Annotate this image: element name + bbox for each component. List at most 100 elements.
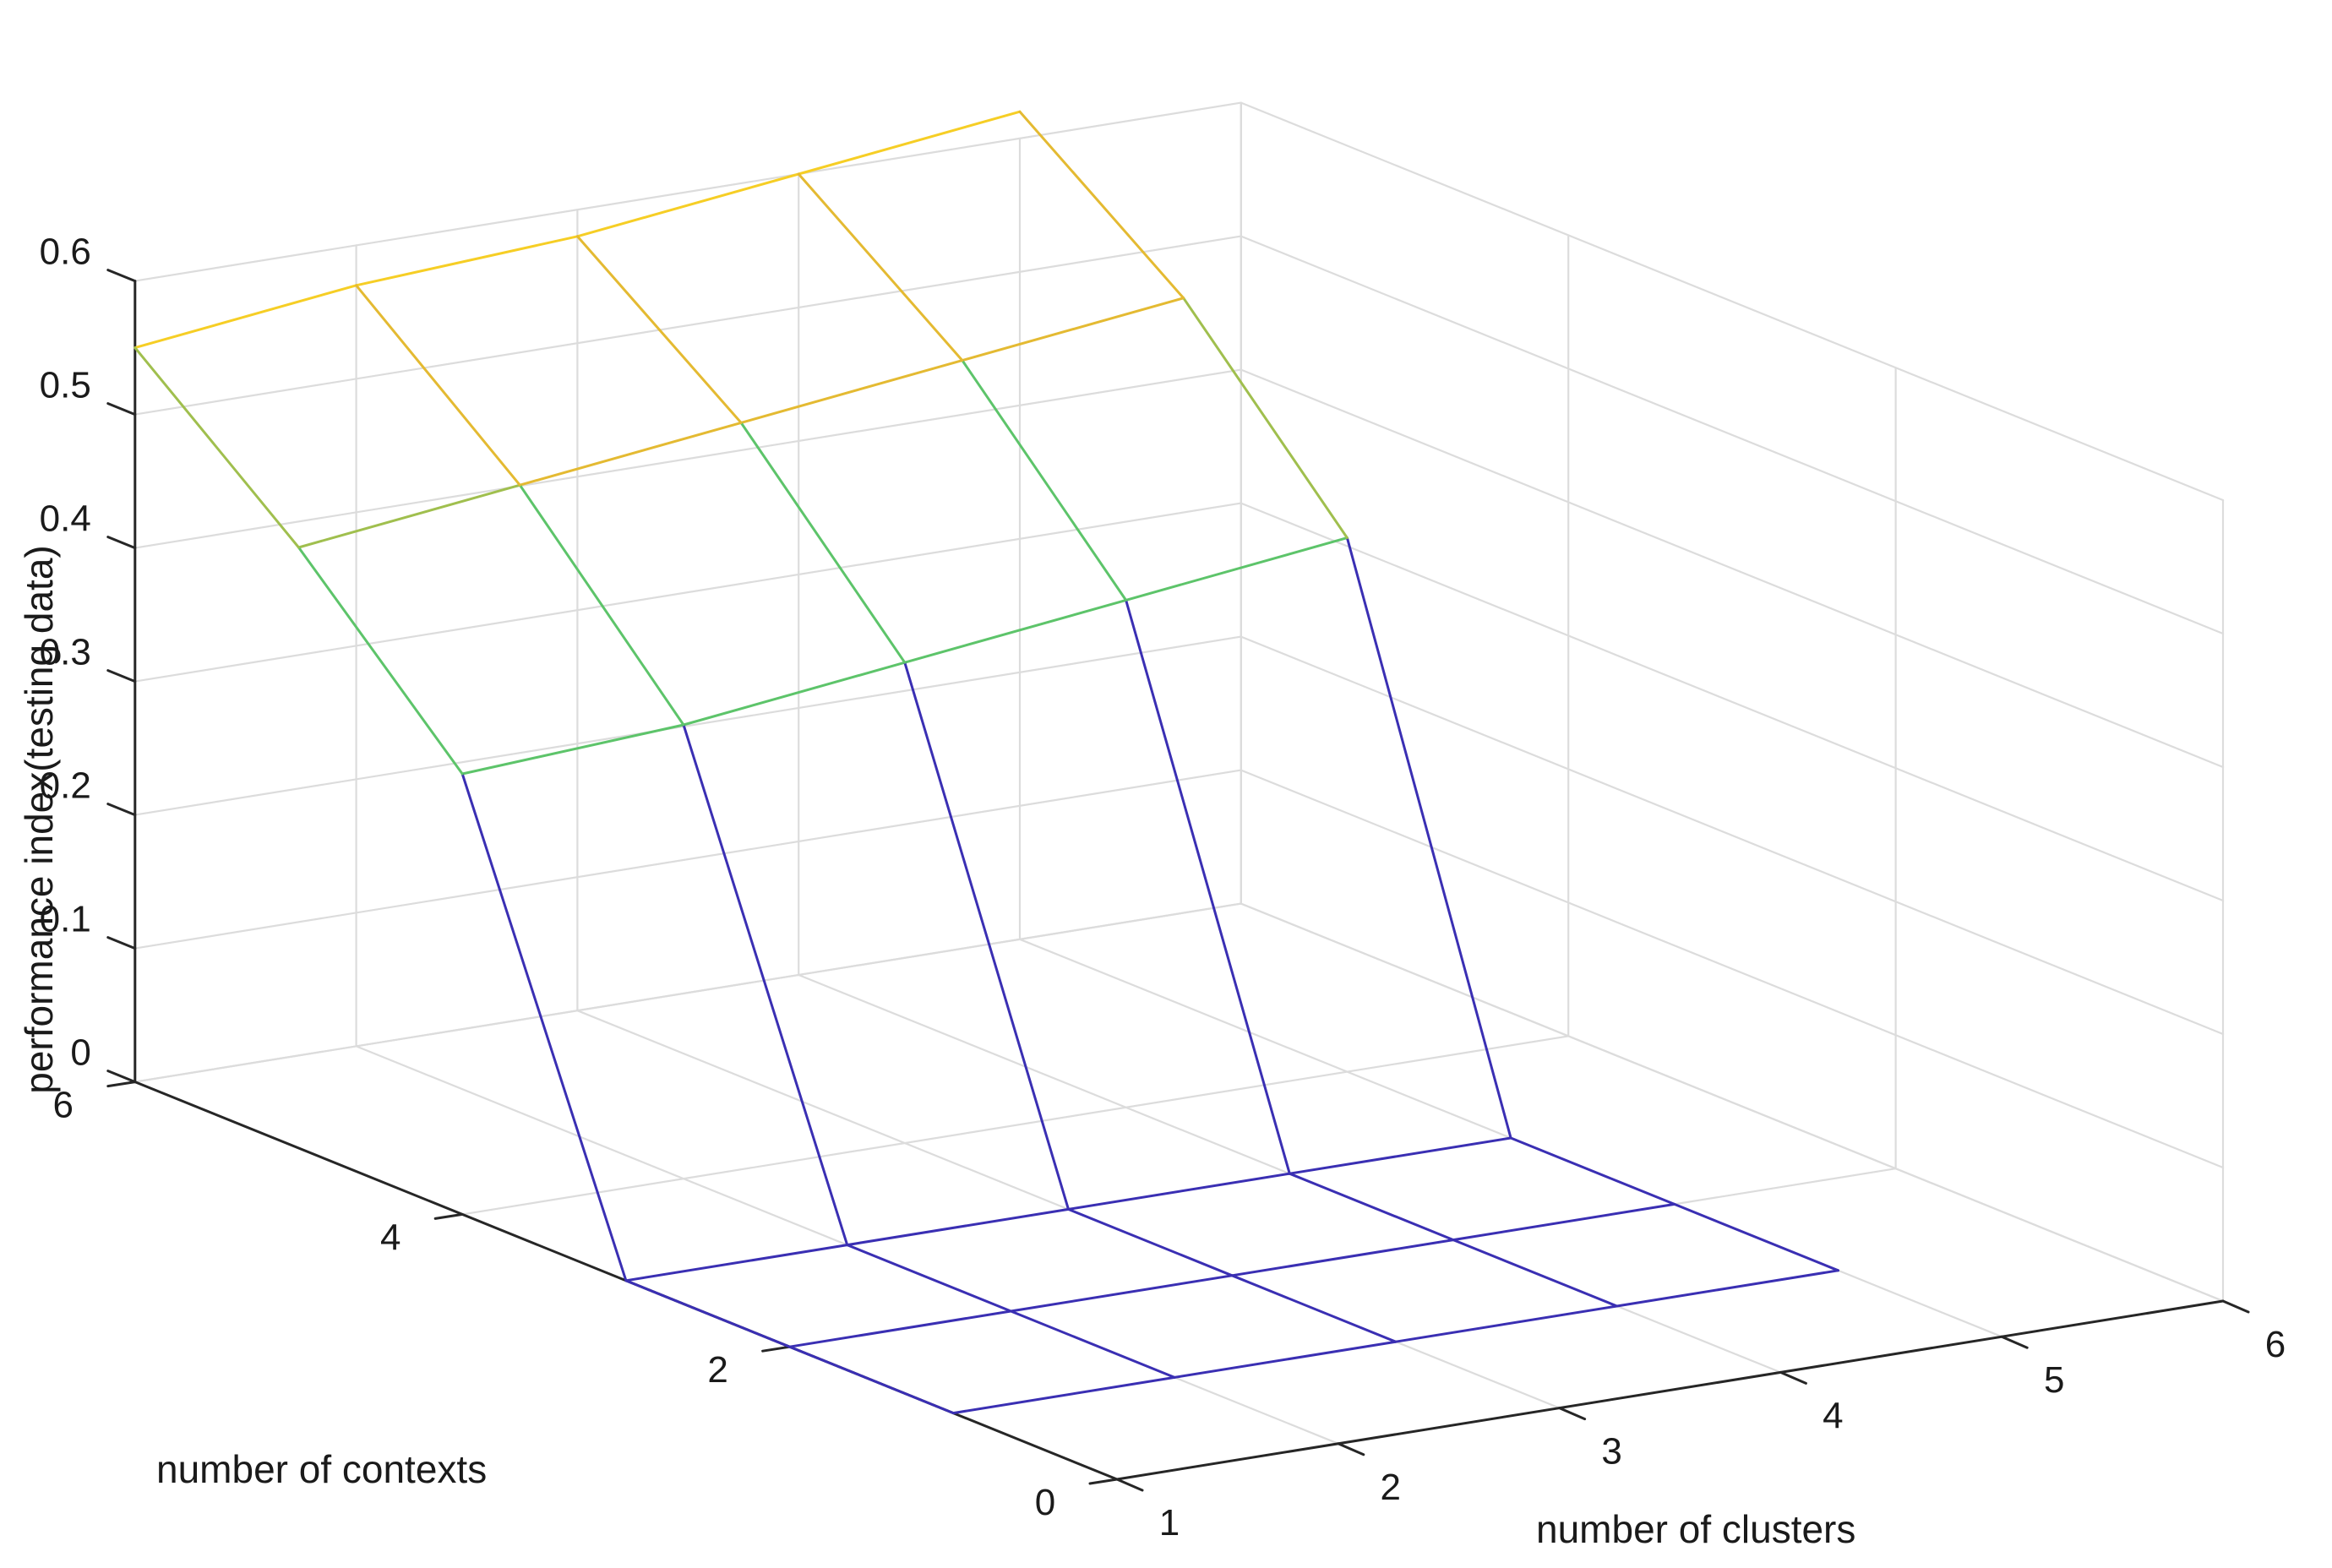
grid-line [1240, 101, 2225, 502]
z-tick-label: 0.6 [40, 231, 91, 273]
grid-lines [133, 101, 2225, 1481]
surface-edge [1230, 1274, 1398, 1343]
surface-edge [460, 772, 628, 1282]
z-tick-label: 0.4 [40, 498, 91, 540]
surface-edge [355, 284, 521, 487]
z-tick-label: 0.3 [40, 632, 91, 673]
surface-edge [133, 284, 358, 350]
surface-edge [1509, 1136, 1676, 1206]
surface-edge [624, 1279, 792, 1348]
grid-line [133, 902, 1242, 1083]
x-tick-label: 2 [1381, 1467, 1401, 1508]
y-axis-title: number of contexts [156, 1447, 487, 1491]
grid-line [133, 101, 1242, 282]
surface-edge [1018, 110, 1185, 300]
z-tick [106, 402, 137, 416]
surface-edge [682, 661, 907, 727]
z-tick [106, 803, 137, 817]
surface-edge [1125, 598, 1291, 1175]
z-tick [106, 536, 137, 550]
surface-edge [682, 723, 849, 1247]
x-tick-label: 1 [1159, 1502, 1180, 1544]
surface-edge [797, 110, 1022, 176]
surface-edge [518, 483, 685, 727]
surface-edge [1230, 1239, 1455, 1277]
surface-edge [903, 661, 1070, 1211]
z-tick [106, 669, 137, 683]
grid-line [461, 1035, 1570, 1216]
x-tick-label: 5 [2044, 1359, 2064, 1401]
y-tick [761, 1345, 792, 1353]
surface-edge [518, 421, 743, 487]
surface-edge [1288, 1136, 1512, 1175]
surface-edge [1067, 1207, 1234, 1277]
surface-edge [624, 1244, 849, 1282]
grid-line [1240, 902, 2225, 1303]
z-tick [106, 1070, 137, 1084]
grid-line [133, 502, 1242, 683]
x-tick [2221, 1299, 2250, 1314]
surface-edge [575, 172, 800, 238]
surface-edge [788, 1309, 1012, 1348]
surface-edge [797, 172, 964, 362]
x-axis-title: number of clusters [1536, 1507, 1855, 1551]
grid-line [1240, 235, 2225, 635]
z-tick-label: 0.5 [40, 365, 91, 406]
y-tick-label: 6 [53, 1085, 74, 1126]
surface-edge [903, 598, 1128, 664]
surface-edge [1452, 1239, 1619, 1308]
surface-edge [846, 1244, 1012, 1313]
surface-edge [1009, 1274, 1234, 1313]
grid-line [133, 769, 1242, 950]
surface-edge [961, 297, 1185, 362]
y-tick [433, 1212, 464, 1220]
surface-edge [1009, 1309, 1176, 1379]
surface-edge [961, 359, 1128, 602]
x-tick [1558, 1407, 1587, 1421]
surface-edge [297, 546, 464, 776]
grid-line [133, 635, 1242, 816]
surface-edge [1616, 1269, 1839, 1308]
surface-edge [846, 1207, 1070, 1247]
surface-edge [739, 421, 907, 664]
x-tick [1337, 1442, 1365, 1456]
tick-labels: 1 2 3 4 5 6 0 2 4 6 0 0.1 0.2 0.3 0.4 0.5 0.6 [40, 231, 2286, 1544]
y-tick [1088, 1478, 1119, 1485]
axes [106, 269, 2250, 1492]
x-tick [1779, 1370, 1807, 1385]
surface-edge [1394, 1304, 1619, 1343]
z-tick-label: 0.1 [40, 899, 91, 940]
surface-edge [1452, 1202, 1676, 1242]
grid-line [1240, 368, 2225, 769]
grid-line [133, 235, 1242, 416]
y-tick-label: 0 [1035, 1482, 1055, 1523]
surface-edge [575, 235, 743, 424]
x-tick [1115, 1478, 1144, 1492]
surface-edge [355, 235, 579, 287]
surface-edge [1182, 297, 1349, 540]
z-tick [106, 936, 137, 950]
surface-edge [1173, 1340, 1398, 1379]
y-tick-label: 2 [707, 1349, 727, 1391]
grid-line [1240, 769, 2225, 1169]
y-tick [106, 1081, 137, 1088]
surface-edge [133, 346, 300, 549]
x-tick-label: 4 [1823, 1395, 1843, 1436]
z-tick-label: 0 [70, 1032, 90, 1074]
surface-mesh [133, 110, 1839, 1415]
surface-edge [297, 483, 521, 549]
y-tick-label: 4 [380, 1217, 400, 1258]
surface-edge [1067, 1172, 1291, 1211]
x-axis-line [1115, 1299, 2225, 1481]
z-tick-label: 0.2 [40, 765, 91, 807]
x-tick-label: 6 [2265, 1324, 2286, 1365]
z-tick [106, 269, 137, 283]
x-tick [2000, 1335, 2029, 1349]
x-tick-label: 3 [1601, 1431, 1621, 1473]
surface-edge [1288, 1172, 1455, 1242]
surface-edge [1125, 536, 1349, 602]
surface-edge [1673, 1202, 1839, 1272]
grid-line [133, 368, 1242, 549]
surface-edge [460, 723, 685, 776]
